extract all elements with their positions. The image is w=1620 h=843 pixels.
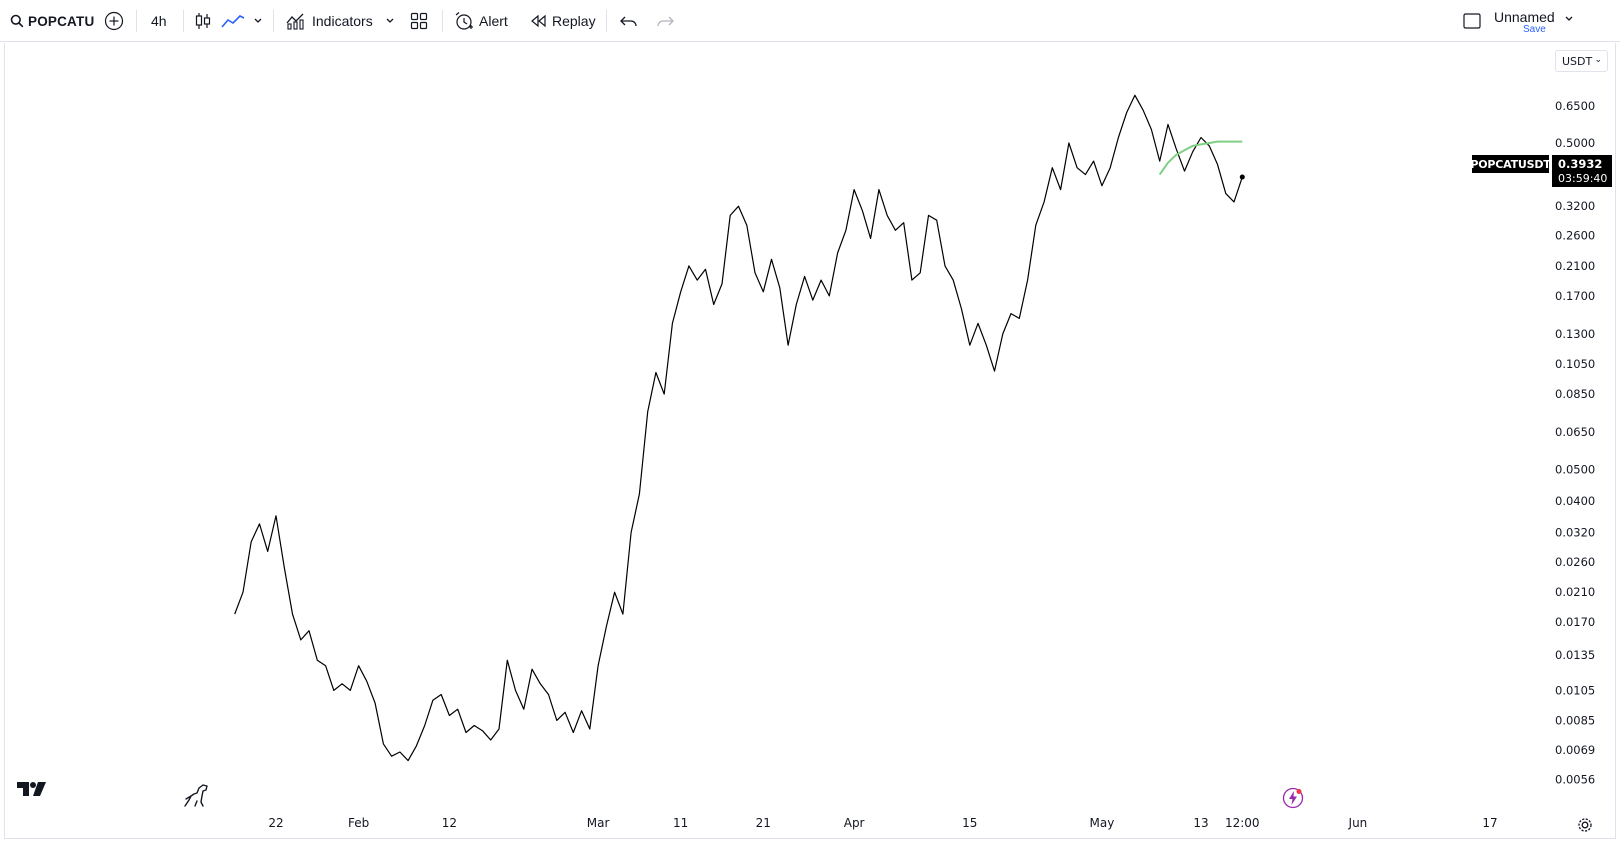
line-chart-type-button[interactable] bbox=[221, 0, 245, 42]
replay-button[interactable]: Replay bbox=[531, 0, 596, 42]
layouts-button[interactable] bbox=[410, 0, 428, 42]
price-scale-label: 0.0650 bbox=[1555, 425, 1595, 439]
time-axis-label: 13 bbox=[1193, 816, 1208, 830]
indicator-templates-dropdown[interactable] bbox=[385, 0, 395, 42]
alert-button[interactable]: Alert bbox=[454, 0, 508, 42]
time-axis-label: May bbox=[1089, 816, 1114, 830]
chevron-down-icon bbox=[385, 17, 395, 25]
symbol-tag-label: POPCATUSDT bbox=[1470, 157, 1551, 171]
price-scale-label: 0.0085 bbox=[1555, 713, 1595, 727]
time-axis-label: 12:00 bbox=[1225, 816, 1260, 830]
chevron-down-icon: ⌄ bbox=[1594, 55, 1602, 65]
redo-icon bbox=[656, 14, 674, 28]
dinosaur-icon bbox=[182, 782, 210, 813]
indicators-label: Indicators bbox=[312, 13, 373, 29]
toolbar-divider bbox=[183, 10, 184, 32]
alarm-clock-icon bbox=[454, 11, 474, 31]
chart-type-dropdown[interactable] bbox=[253, 0, 263, 42]
toolbar-divider bbox=[273, 10, 274, 32]
chart-pane[interactable] bbox=[4, 43, 1616, 839]
search-icon bbox=[10, 14, 24, 28]
indicators-icon bbox=[286, 12, 306, 30]
currency-label: USDT bbox=[1562, 54, 1593, 68]
price-scale-label: 0.2600 bbox=[1555, 229, 1595, 243]
toolbar-divider bbox=[442, 10, 443, 32]
price-scale-label: 0.0170 bbox=[1555, 615, 1595, 629]
layout-name: Unnamed bbox=[1494, 9, 1555, 25]
undo-button[interactable] bbox=[620, 0, 638, 42]
price-scale-label: 0.1700 bbox=[1555, 289, 1595, 303]
time-axis-label: 21 bbox=[756, 816, 771, 830]
price-scale-label: 0.0850 bbox=[1555, 387, 1595, 401]
alert-label: Alert bbox=[479, 13, 508, 29]
tradingview-logo[interactable] bbox=[16, 780, 48, 803]
candles-chart-type-button[interactable] bbox=[195, 0, 211, 42]
time-axis-label: 22 bbox=[268, 816, 283, 830]
price-scale-label: 0.1300 bbox=[1555, 327, 1595, 341]
indicators-button[interactable]: Indicators bbox=[286, 0, 373, 42]
interval-label: 4h bbox=[151, 13, 167, 29]
line-chart-icon bbox=[221, 13, 245, 29]
price-scale-label: 0.0105 bbox=[1555, 683, 1595, 697]
replay-label: Replay bbox=[552, 13, 596, 29]
price-scale-label: 0.0320 bbox=[1555, 526, 1595, 540]
save-label: Save bbox=[1523, 24, 1546, 35]
price-scale-label: 0.0069 bbox=[1555, 743, 1595, 757]
compare-symbol-button[interactable] bbox=[104, 0, 124, 42]
chevron-down-icon bbox=[253, 17, 263, 25]
price-scale-label: 0.0400 bbox=[1555, 494, 1595, 508]
last-point-marker bbox=[1239, 174, 1245, 180]
price-scale-label: 0.6500 bbox=[1555, 99, 1595, 113]
chevron-down-icon bbox=[1564, 15, 1574, 23]
rewind-icon bbox=[531, 14, 547, 28]
interval-button[interactable]: 4h bbox=[151, 0, 167, 42]
series-layer bbox=[234, 94, 1245, 762]
price-scale-label: 0.0260 bbox=[1555, 555, 1595, 569]
price-scale-label: 0.2100 bbox=[1555, 259, 1595, 273]
time-axis-label: 17 bbox=[1482, 816, 1497, 830]
symbol-name: POPCATU bbox=[28, 13, 95, 29]
top-toolbar: POPCATU 4h Indicators bbox=[0, 0, 1620, 42]
plus-circle-icon bbox=[104, 11, 124, 31]
lightning-icon[interactable] bbox=[1282, 787, 1304, 814]
indicator-overlay-line[interactable] bbox=[1158, 140, 1243, 176]
toolbar-divider bbox=[606, 10, 607, 32]
price-scale-label: 0.5000 bbox=[1555, 136, 1595, 150]
time-axis-label: 12 bbox=[442, 816, 457, 830]
time-axis-label: Apr bbox=[844, 816, 865, 830]
price-scale-label: 0.1050 bbox=[1555, 357, 1595, 371]
settings-gear-icon[interactable] bbox=[1577, 817, 1593, 838]
price-scale-label: 0.0500 bbox=[1555, 462, 1595, 476]
price-scale-label: 0.0210 bbox=[1555, 585, 1595, 599]
price-scale[interactable]: 0.6500 0.5000 0.3200 0.2600 0.2100 0.1700 0.13… bbox=[1555, 99, 1595, 787]
symbol-search-button[interactable]: POPCATU bbox=[10, 0, 94, 42]
time-axis-label: Jun bbox=[1348, 816, 1368, 830]
undo-icon bbox=[620, 14, 638, 28]
time-axis-label: Feb bbox=[348, 816, 369, 830]
last-price-tag: 0.3932 03:59:40 bbox=[1552, 155, 1612, 187]
last-price-value: 0.3932 bbox=[1558, 157, 1603, 171]
candles-icon bbox=[195, 11, 211, 31]
grid-layout-icon bbox=[410, 12, 428, 30]
price-scale-label: 0.0056 bbox=[1555, 772, 1595, 786]
square-icon bbox=[1462, 11, 1482, 31]
bar-countdown: 03:59:40 bbox=[1558, 172, 1608, 185]
time-axis-label: 11 bbox=[673, 816, 688, 830]
toolbar-divider bbox=[136, 10, 137, 32]
price-scale-label: 0.0135 bbox=[1555, 648, 1595, 662]
price-series-line[interactable] bbox=[234, 94, 1243, 762]
layout-save-button[interactable]: Unnamed Save bbox=[1494, 0, 1614, 42]
fullscreen-button[interactable] bbox=[1462, 0, 1482, 42]
time-axis[interactable]: 22 Feb 12 Mar 11 21 Apr 15 May 13 12:00 Jun 17 bbox=[268, 816, 1497, 830]
redo-button[interactable] bbox=[656, 0, 674, 42]
time-axis-label: 15 bbox=[962, 816, 977, 830]
symbol-price-tag: POPCATUSDT bbox=[1470, 155, 1551, 173]
currency-selector[interactable]: USDT ⌄ bbox=[1555, 50, 1608, 72]
time-axis-label: Mar bbox=[587, 816, 610, 830]
price-scale-label: 0.3200 bbox=[1555, 199, 1595, 213]
